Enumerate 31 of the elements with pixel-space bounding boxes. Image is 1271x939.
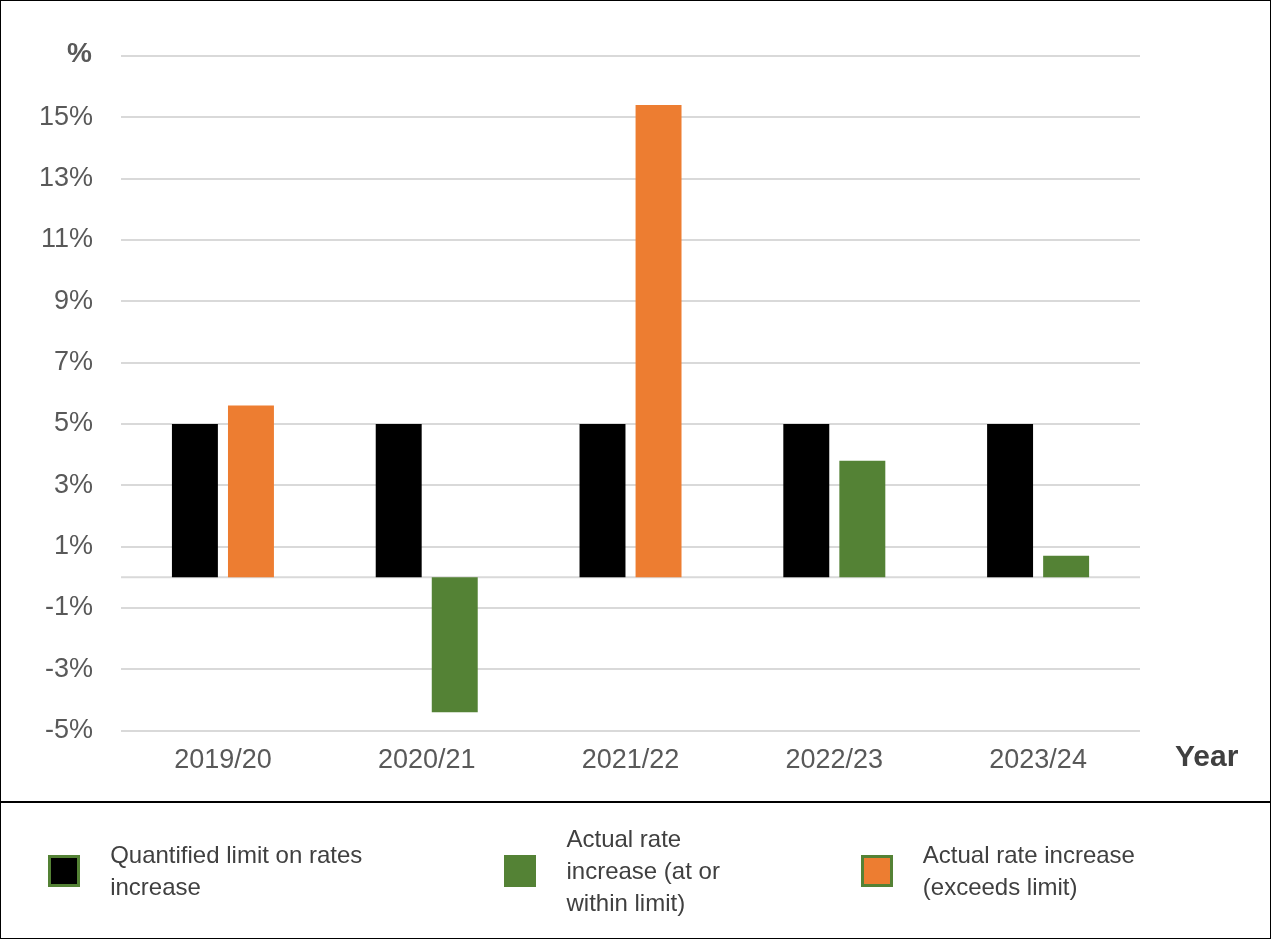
- legend-label: Quantified limit on rates increase: [110, 839, 364, 902]
- y-tick-label: -5%: [45, 714, 94, 745]
- x-tick-label: 2020/21: [377, 744, 476, 775]
- y-tick-label: 13%: [38, 162, 94, 193]
- bar: [579, 423, 626, 578]
- bar: [783, 423, 830, 578]
- legend-label: Actual rate increase (exceeds limit): [922, 839, 1136, 902]
- y-tick-label: -1%: [45, 591, 94, 622]
- y-axis-title: %: [67, 37, 92, 69]
- x-tick-label: 2023/24: [989, 744, 1087, 775]
- bar: [431, 577, 478, 713]
- y-tick-label: 15%: [38, 100, 94, 131]
- x-tick-label: 2022/23: [785, 744, 884, 775]
- bar: [1043, 555, 1090, 578]
- bar: [375, 423, 422, 578]
- x-tick-label: 2021/22: [581, 744, 680, 775]
- bar: [987, 423, 1034, 578]
- x-tick-label: 2019/20: [174, 744, 272, 775]
- x-axis-title: Year: [1175, 739, 1239, 773]
- legend-label: Actual rate increase (at or within limit): [566, 823, 721, 918]
- y-tick-label: 11%: [40, 223, 94, 254]
- y-tick-label: 3%: [54, 468, 94, 499]
- y-tick-label: 1%: [54, 530, 94, 561]
- y-tick-label: 7%: [54, 346, 94, 377]
- bar: [635, 105, 682, 578]
- bar: [171, 423, 218, 578]
- y-tick-label: -3%: [45, 652, 94, 683]
- bar: [227, 405, 274, 578]
- bar: [839, 460, 886, 578]
- y-tick-label: 5%: [54, 407, 94, 438]
- y-tick-label: 9%: [54, 284, 94, 315]
